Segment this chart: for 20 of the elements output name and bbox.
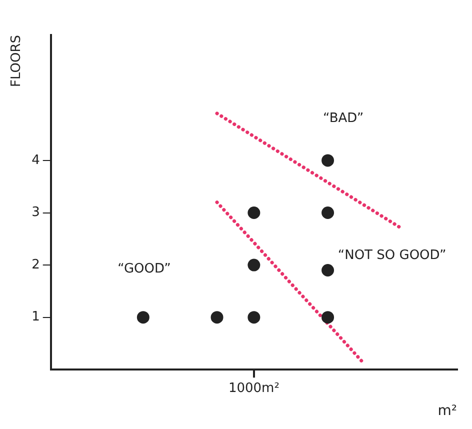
- point: [136, 311, 150, 324]
- line-series: [215, 112, 404, 230]
- point: [322, 154, 334, 167]
- point: [322, 206, 334, 220]
- y-tick-label: 1: [32, 310, 40, 325]
- annotation: “GOOD”: [118, 262, 171, 277]
- point: [322, 264, 334, 277]
- point: [210, 311, 224, 324]
- y-axis-title: FLOORS: [9, 35, 24, 88]
- y-tick-label: 2: [32, 257, 40, 272]
- y-tick-label: 3: [32, 205, 40, 220]
- point: [248, 311, 260, 324]
- point: [248, 206, 260, 220]
- annotation: “NOT SO GOOD”: [338, 248, 446, 264]
- point: [322, 311, 334, 324]
- point: [248, 258, 260, 272]
- x-axis-title: m²: [438, 403, 457, 420]
- annotation: “BAD”: [323, 111, 364, 126]
- y-tick-label: 4: [32, 152, 40, 168]
- x-tick-label: 1000m²: [228, 380, 280, 396]
